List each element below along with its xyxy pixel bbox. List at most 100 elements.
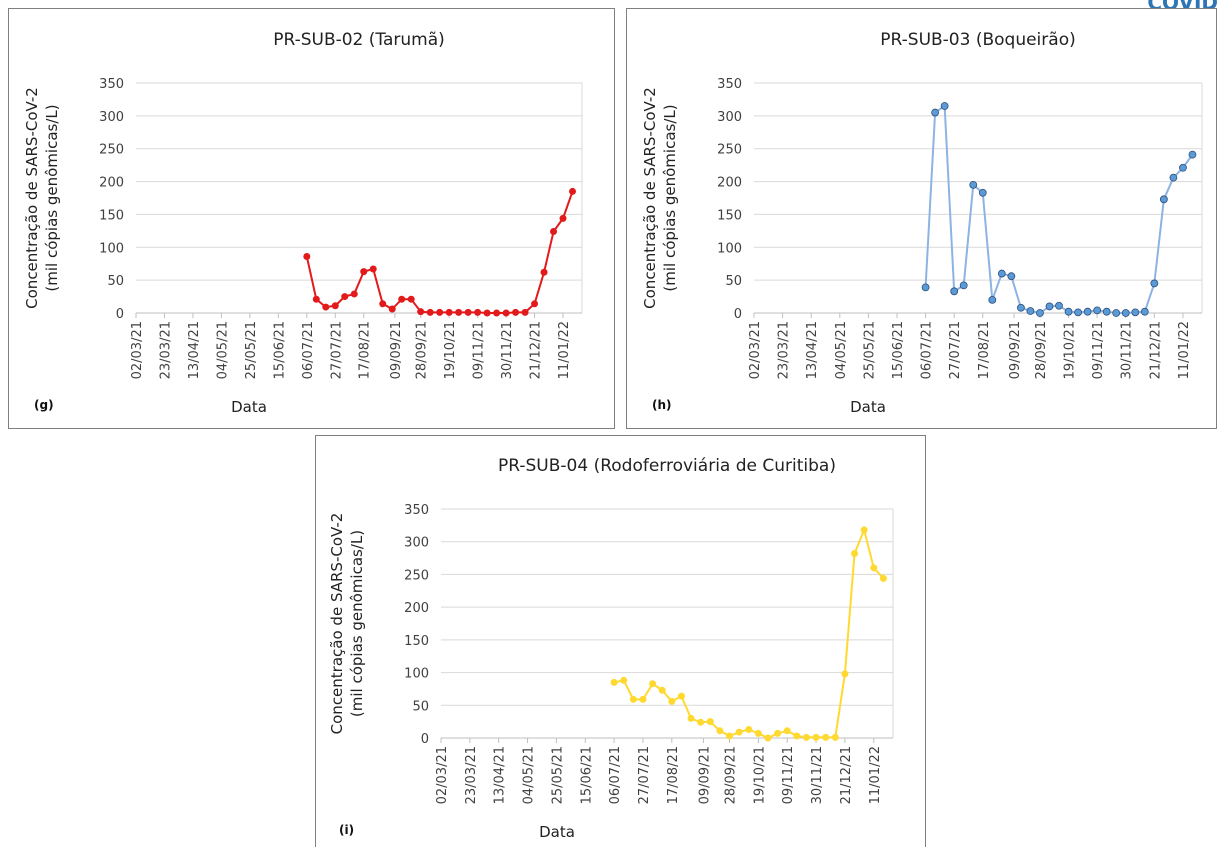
panel-label: (i): [339, 823, 354, 837]
x-tick-label: 09/11/21: [781, 746, 796, 804]
x-tick-label: 09/09/21: [1008, 321, 1023, 379]
data-point: [959, 281, 968, 290]
x-tick-label: 09/11/21: [1091, 321, 1106, 379]
data-point: [1179, 163, 1187, 172]
x-tick-label: 28/09/21: [415, 321, 430, 379]
x-tick-label: 21/12/21: [1148, 321, 1163, 379]
data-point: [407, 295, 415, 303]
data-point: [697, 718, 705, 726]
data-point: [303, 252, 311, 260]
chart: PR-SUB-04 (Rodoferroviária de Curitiba) 0…: [315, 435, 926, 847]
data-point: [921, 283, 930, 292]
data-point: [629, 695, 637, 703]
x-axis-label: Data: [539, 823, 575, 841]
data-point: [610, 678, 618, 686]
x-tick-label: 21/12/21: [529, 321, 544, 379]
data-point: [379, 300, 387, 308]
data-point: [745, 725, 753, 733]
y-axis-label: (mil cópias genômicas/L): [43, 104, 61, 291]
data-point: [783, 727, 791, 735]
data-point: [687, 714, 695, 722]
y-tick-label: 50: [107, 274, 124, 289]
data-point: [1159, 195, 1168, 204]
data-point: [474, 308, 482, 316]
y-tick-label: 50: [725, 274, 742, 289]
data-point: [341, 293, 349, 301]
x-tick-label: 27/07/21: [329, 321, 344, 379]
data-point: [1083, 307, 1092, 316]
x-tick-label: 25/05/21: [244, 321, 259, 379]
y-tick-label: 100: [99, 241, 124, 256]
y-tick-label: 150: [717, 208, 742, 223]
data-point: [802, 733, 810, 741]
x-tick-label: 15/06/21: [579, 746, 594, 804]
data-point: [1045, 302, 1054, 311]
data-point: [531, 300, 539, 308]
x-tick-label: 13/04/21: [187, 321, 202, 379]
x-tick-label: 28/09/21: [1034, 321, 1049, 379]
x-tick-label: 25/05/21: [550, 746, 565, 804]
data-point: [1188, 150, 1197, 159]
data-point: [969, 180, 978, 189]
y-tick-label: 250: [717, 143, 742, 158]
data-point: [417, 308, 425, 316]
data-point: [1131, 308, 1140, 317]
data-point: [1026, 307, 1035, 315]
data-point: [493, 309, 501, 317]
data-point: [426, 308, 434, 316]
x-tick-label: 30/11/21: [500, 321, 515, 379]
x-tick-label: 04/05/21: [522, 746, 537, 804]
x-tick-label: 02/03/21: [130, 321, 145, 379]
chart: PR-SUB-02 (Tarumã) 0 50 100 150 200 250 300 350 0…: [8, 8, 615, 429]
y-axis-label: Concentração de SARS-CoV-2: [23, 87, 41, 309]
data-point: [931, 108, 940, 117]
x-tick-label: 19/10/21: [752, 746, 767, 804]
data-point: [1150, 279, 1159, 288]
y-tick-label: 350: [404, 503, 429, 518]
data-point: [559, 214, 567, 222]
data-point: [822, 733, 830, 741]
data-point: [350, 290, 358, 298]
y-tick-label: 250: [99, 143, 124, 158]
x-tick-label: 09/09/21: [389, 321, 404, 379]
x-tick-label: 06/07/21: [920, 321, 935, 379]
chart-title: PR-SUB-04 (Rodoferroviária de Curitiba): [498, 456, 836, 476]
x-tick-label: 11/01/22: [1177, 321, 1192, 379]
x-tick-label: 17/08/21: [358, 321, 373, 379]
data-point: [1093, 306, 1102, 315]
data-point: [369, 265, 377, 273]
data-point: [793, 732, 801, 740]
y-tick-label: 200: [99, 176, 124, 191]
y-tick-label: 200: [404, 601, 429, 616]
data-point: [464, 308, 472, 316]
data-point: [455, 308, 463, 316]
y-axis-label: (mil cópias genômicas/L): [661, 104, 679, 291]
data-point: [988, 295, 997, 304]
x-tick-label: 27/07/21: [637, 746, 652, 804]
x-tick-label: 15/06/21: [891, 321, 906, 379]
x-tick-label: 19/10/21: [1063, 321, 1078, 379]
x-tick-label: 30/11/21: [1120, 321, 1135, 379]
data-point: [706, 718, 714, 726]
y-tick-label: 300: [99, 110, 124, 125]
y-tick-label: 300: [404, 536, 429, 551]
data-point: [870, 564, 878, 572]
y-axis-label: Concentração de SARS-CoV-2: [641, 87, 659, 309]
y-tick-label: 0: [116, 307, 124, 322]
chart-frame: [626, 8, 1217, 429]
data-point: [322, 303, 330, 311]
y-tick-label: 0: [421, 732, 429, 747]
data-point: [860, 526, 868, 534]
data-point: [841, 670, 849, 678]
data-point: [436, 308, 444, 316]
y-tick-label: 0: [734, 307, 742, 322]
data-point: [1016, 303, 1025, 312]
x-tick-label: 04/05/21: [215, 321, 230, 379]
chart-frame: [315, 435, 926, 847]
x-tick-label: 21/12/21: [839, 746, 854, 804]
data-point: [1102, 307, 1111, 316]
data-point: [1121, 309, 1130, 317]
x-axis-label: Data: [850, 398, 886, 416]
x-tick-label: 09/09/21: [697, 746, 712, 804]
